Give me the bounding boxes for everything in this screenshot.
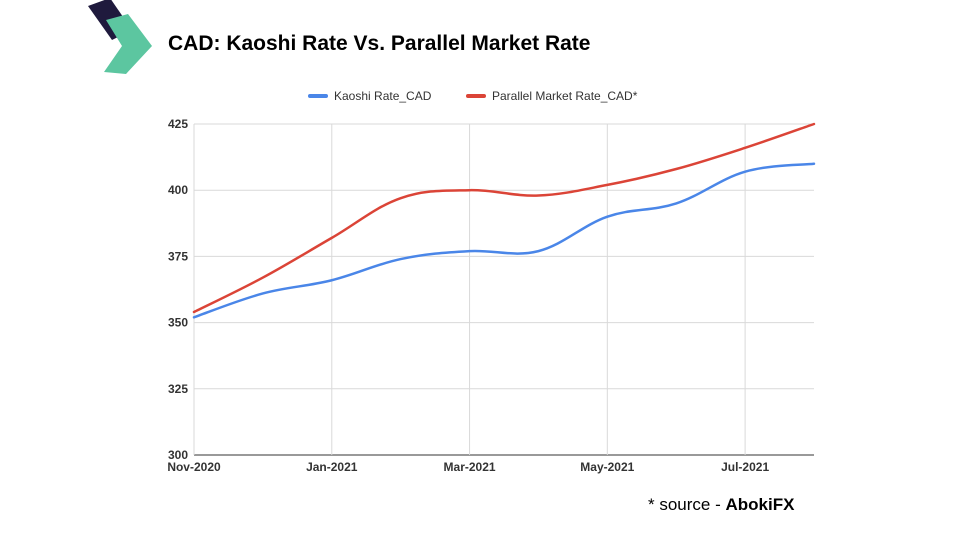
x-tick-label: Mar-2021 — [444, 460, 496, 474]
source-note: * source - AbokiFX — [648, 495, 794, 515]
series-line-parallel — [192, 122, 816, 314]
x-axis: Nov-2020 Jan-2021 Mar-2021 May-2021 Jul-2021 — [167, 460, 769, 474]
source-prefix: * source - — [648, 495, 726, 514]
brand-logo-icon — [88, 0, 152, 74]
series-line-kaoshi — [192, 162, 816, 319]
chart-grid — [193, 123, 814, 456]
y-tick-label: 325 — [168, 382, 188, 396]
y-tick-label: 350 — [168, 316, 188, 330]
legend-label: Kaoshi Rate_CAD — [334, 89, 432, 103]
y-tick-label: 425 — [168, 117, 188, 131]
x-tick-label: Nov-2020 — [167, 460, 221, 474]
legend-label: Parallel Market Rate_CAD* — [492, 89, 638, 103]
source-name: AbokiFX — [725, 495, 795, 514]
x-tick-label: May-2021 — [580, 460, 634, 474]
x-tick-label: Jan-2021 — [306, 460, 358, 474]
y-tick-label: 300 — [168, 448, 188, 462]
y-axis: 300 325 350 375 400 425 — [168, 117, 188, 462]
x-tick-label: Jul-2021 — [721, 460, 769, 474]
y-tick-label: 400 — [168, 183, 188, 197]
chart-series — [192, 122, 816, 319]
chart-legend: Kaoshi Rate_CAD Parallel Market Rate_CAD* — [308, 89, 638, 103]
page-title: CAD: Kaoshi Rate Vs. Parallel Market Rat… — [168, 32, 591, 55]
y-tick-label: 375 — [168, 249, 188, 263]
